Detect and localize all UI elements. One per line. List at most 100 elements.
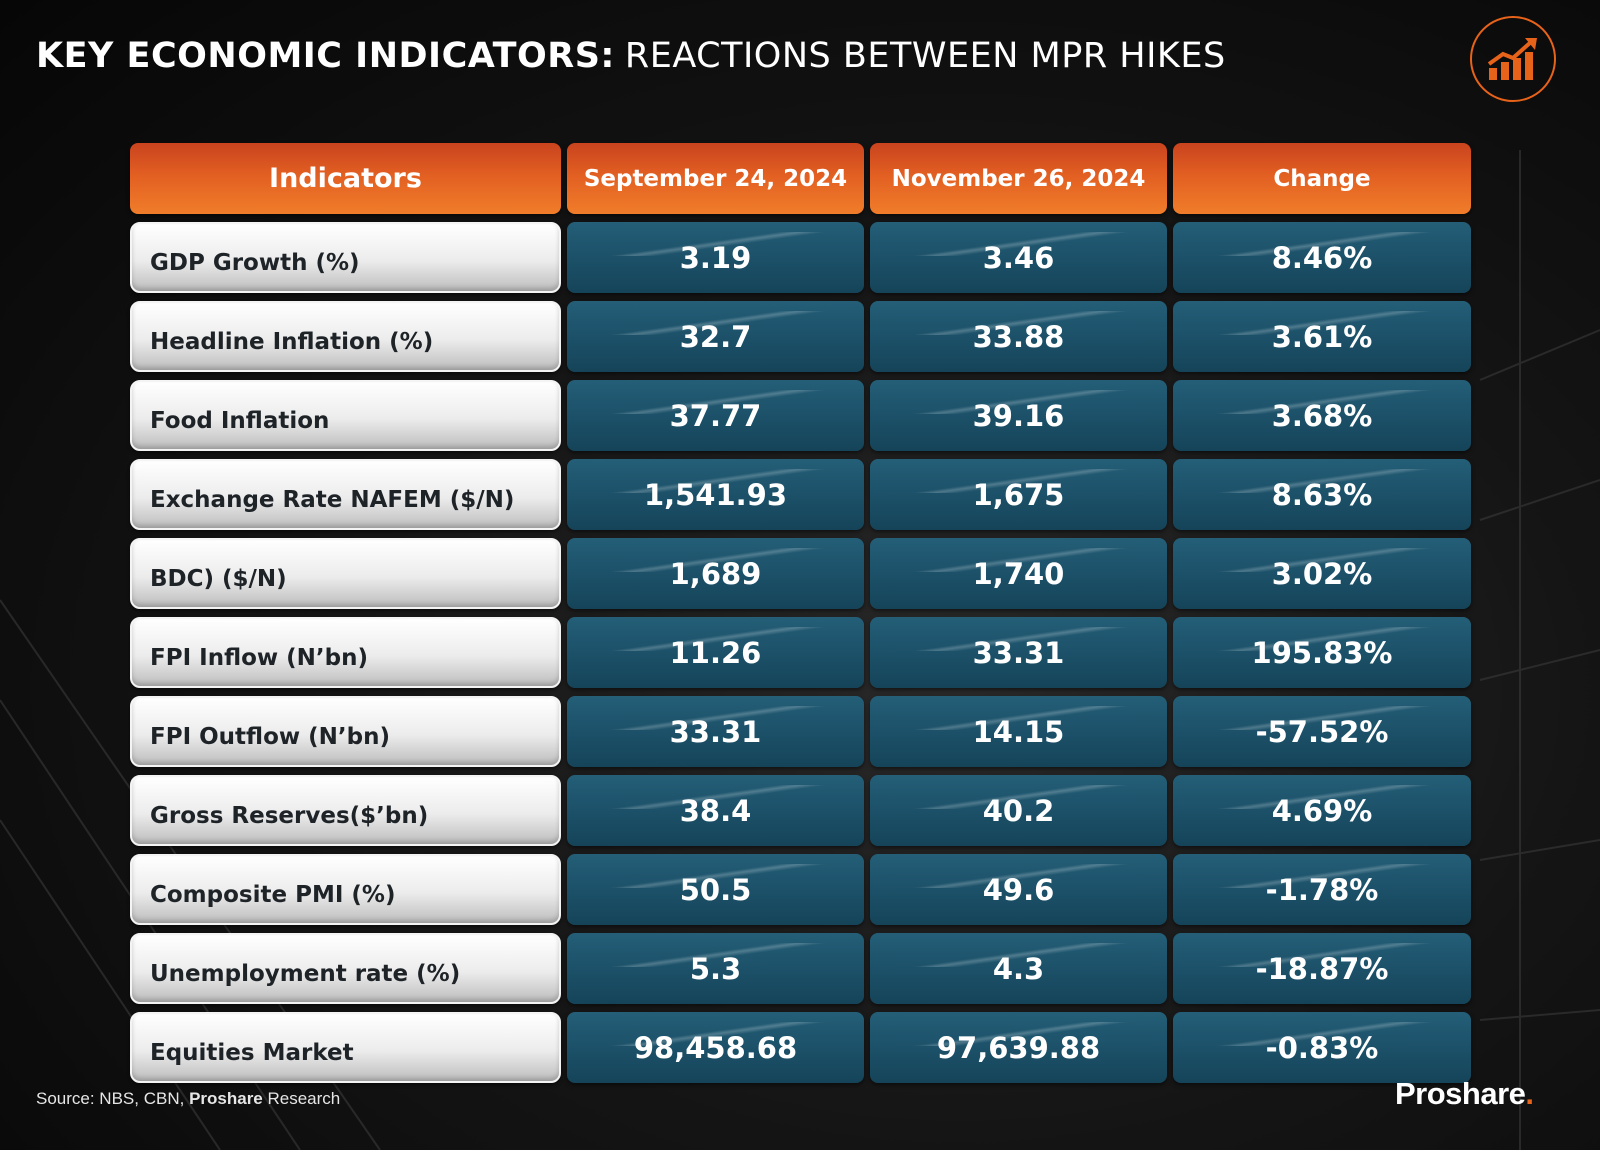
nov-value-cell: 33.88 xyxy=(870,301,1167,372)
source-bold: Proshare xyxy=(189,1089,263,1108)
header-november: November 26, 2024 xyxy=(870,143,1167,214)
nov-value-cell-text: 1,740 xyxy=(972,556,1065,591)
nov-value-cell-text: 14.15 xyxy=(972,714,1065,749)
header-september: September 24, 2024 xyxy=(567,143,864,214)
header-indicators-text: Indicators xyxy=(269,163,422,194)
sep-value-cell-text: 5.3 xyxy=(689,951,742,986)
sep-value-cell: 37.77 xyxy=(567,380,864,451)
sep-value-cell-text: 3.19 xyxy=(679,240,752,275)
nov-value-cell: 49.6 xyxy=(870,854,1167,925)
nov-value-cell: 40.2 xyxy=(870,775,1167,846)
change-value-cell: 4.69% xyxy=(1173,775,1471,846)
indicator-label: GDP Growth (%) xyxy=(130,222,561,293)
indicator-label: Food Inflation xyxy=(130,380,561,451)
nov-value-cell: 1,740 xyxy=(870,538,1167,609)
change-value-cell-text: -1.78% xyxy=(1265,872,1379,907)
change-value-cell: 8.63% xyxy=(1173,459,1471,530)
change-value-cell-text: -18.87% xyxy=(1255,951,1389,986)
bar-chart-trend-up-icon xyxy=(1470,16,1556,102)
sep-value-cell-text: 1,689 xyxy=(669,556,762,591)
indicators-table: Indicators September 24, 2024 November 26,… xyxy=(130,143,1471,1083)
header-september-text: September 24, 2024 xyxy=(583,165,848,192)
indicator-label-text: Equities Market xyxy=(150,1039,354,1066)
nov-value-cell-text: 40.2 xyxy=(982,793,1055,828)
change-value-cell: -0.83% xyxy=(1173,1012,1471,1083)
nov-value-cell-text: 1,675 xyxy=(972,477,1065,512)
indicator-label-text: Unemployment rate (%) xyxy=(150,960,461,987)
change-value-cell-text: 195.83% xyxy=(1251,635,1393,670)
indicator-label-text: BDC) ($/N) xyxy=(150,565,287,592)
indicator-label: Unemployment rate (%) xyxy=(130,933,561,1004)
sep-value-cell: 5.3 xyxy=(567,933,864,1004)
nov-value-cell-text: 33.31 xyxy=(972,635,1065,670)
indicator-label-text: Exchange Rate NAFEM ($/N) xyxy=(150,486,515,513)
indicator-label: Gross Reserves($’bn) xyxy=(130,775,561,846)
nov-value-cell: 4.3 xyxy=(870,933,1167,1004)
change-value-cell: 195.83% xyxy=(1173,617,1471,688)
sep-value-cell: 11.26 xyxy=(567,617,864,688)
indicator-label-text: Headline Inflation (%) xyxy=(150,328,434,355)
indicator-label-text: Composite PMI (%) xyxy=(150,881,396,908)
change-value-cell-text: 3.02% xyxy=(1271,556,1373,591)
change-value-cell-text: 8.46% xyxy=(1271,240,1373,275)
change-value-cell-text: -57.52% xyxy=(1255,714,1389,749)
nov-value-cell: 14.15 xyxy=(870,696,1167,767)
header-indicators: Indicators xyxy=(130,143,561,214)
nov-value-cell: 33.31 xyxy=(870,617,1167,688)
nov-value-cell-text: 4.3 xyxy=(992,951,1045,986)
nov-value-cell-text: 49.6 xyxy=(982,872,1055,907)
nov-value-cell-text: 3.46 xyxy=(982,240,1055,275)
indicator-label-text: Food Inflation xyxy=(150,407,330,434)
source-prefix: Source: NBS, CBN, xyxy=(36,1089,185,1108)
header-november-text: November 26, 2024 xyxy=(891,165,1146,192)
nov-value-cell-text: 97,639.88 xyxy=(936,1030,1101,1065)
indicator-label: FPI Inflow (N’bn) xyxy=(130,617,561,688)
change-value-cell: -57.52% xyxy=(1173,696,1471,767)
change-value-cell-text: 8.63% xyxy=(1271,477,1373,512)
indicator-label: Headline Inflation (%) xyxy=(130,301,561,372)
nov-value-cell-text: 33.88 xyxy=(972,319,1065,354)
header-change: Change xyxy=(1173,143,1471,214)
change-value-cell: 3.61% xyxy=(1173,301,1471,372)
nov-value-cell: 39.16 xyxy=(870,380,1167,451)
header-change-text: Change xyxy=(1273,165,1371,192)
sep-value-cell-text: 11.26 xyxy=(669,635,762,670)
page-title: KEY ECONOMIC INDICATORS: REACTIONS BETWEE… xyxy=(36,36,1226,76)
brand-logo: Proshare. xyxy=(1395,1076,1534,1112)
change-value-cell-text: -0.83% xyxy=(1265,1030,1379,1065)
indicator-label: Composite PMI (%) xyxy=(130,854,561,925)
sep-value-cell: 33.31 xyxy=(567,696,864,767)
sep-value-cell-text: 1,541.93 xyxy=(643,477,788,512)
change-value-cell: 3.02% xyxy=(1173,538,1471,609)
change-value-cell-text: 4.69% xyxy=(1271,793,1373,828)
change-value-cell-text: 3.61% xyxy=(1271,319,1373,354)
indicator-label-text: Gross Reserves($’bn) xyxy=(150,802,429,829)
indicator-label: Exchange Rate NAFEM ($/N) xyxy=(130,459,561,530)
change-value-cell-text: 3.68% xyxy=(1271,398,1373,433)
sep-value-cell: 98,458.68 xyxy=(567,1012,864,1083)
title-bold: KEY ECONOMIC INDICATORS: xyxy=(36,36,615,76)
indicator-label: Equities Market xyxy=(130,1012,561,1083)
indicator-label-text: FPI Outflow (N’bn) xyxy=(150,723,391,750)
source-suffix: Research xyxy=(267,1089,341,1108)
sep-value-cell: 50.5 xyxy=(567,854,864,925)
nov-value-cell: 97,639.88 xyxy=(870,1012,1167,1083)
sep-value-cell-text: 50.5 xyxy=(679,872,752,907)
sep-value-cell: 38.4 xyxy=(567,775,864,846)
brand-dot: . xyxy=(1525,1076,1534,1111)
sep-value-cell: 1,541.93 xyxy=(567,459,864,530)
sep-value-cell: 32.7 xyxy=(567,301,864,372)
nov-value-cell: 1,675 xyxy=(870,459,1167,530)
change-value-cell: 3.68% xyxy=(1173,380,1471,451)
sep-value-cell-text: 37.77 xyxy=(669,398,762,433)
sep-value-cell: 1,689 xyxy=(567,538,864,609)
change-value-cell: 8.46% xyxy=(1173,222,1471,293)
brand-name: Proshare xyxy=(1395,1076,1526,1111)
sep-value-cell-text: 33.31 xyxy=(669,714,762,749)
indicator-label-text: GDP Growth (%) xyxy=(150,249,360,276)
change-value-cell: -18.87% xyxy=(1173,933,1471,1004)
change-value-cell: -1.78% xyxy=(1173,854,1471,925)
indicator-label: BDC) ($/N) xyxy=(130,538,561,609)
sep-value-cell-text: 98,458.68 xyxy=(633,1030,798,1065)
title-light: REACTIONS BETWEEN MPR HIKES xyxy=(624,36,1226,76)
